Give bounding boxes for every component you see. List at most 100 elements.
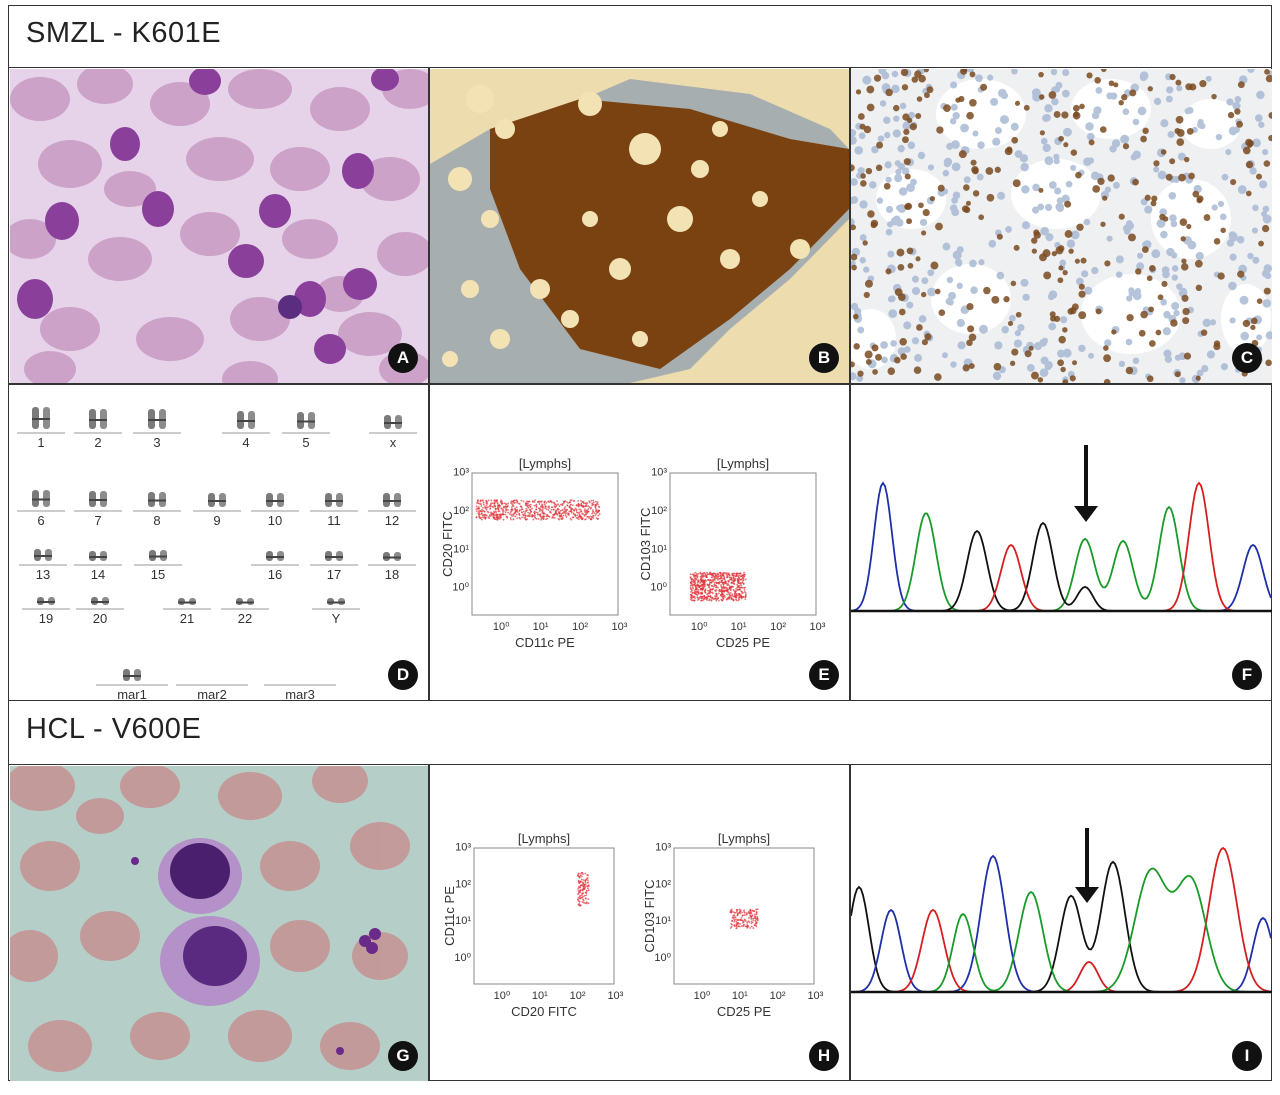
chromosome-label: 7 [94, 513, 101, 528]
chromosome-label: 22 [238, 611, 252, 626]
flow-cytometry-plots: [Lymphs] CD20 FITC CD11c PE 10⁰ 10⁰ 10¹ 10¹ 10²… [442, 831, 824, 1019]
y-tick-label: 10⁰ [454, 952, 471, 964]
panel-letter-badge: G [388, 1041, 418, 1071]
chromosome-label: 12 [385, 513, 399, 528]
x-axis-label: CD11c PE [515, 635, 575, 650]
y-tick-label: 10⁰ [452, 582, 469, 594]
panel-b-marrow-biopsy: B [430, 69, 849, 383]
divider [8, 383, 1272, 385]
y-tick-label: 10⁰ [654, 952, 671, 964]
chromosome-label: 10 [268, 513, 282, 528]
y-axis-label: CD103 FITC [642, 880, 657, 953]
flow-plot: [Lymphs] CD11c PE CD20 FITC 10⁰ 10⁰ 10¹ 10¹ 10²… [440, 456, 628, 650]
x-tick-label: 10² [572, 621, 588, 633]
x-axis-label: CD25 PE [716, 635, 771, 650]
y-tick-label: 10² [651, 505, 667, 517]
chromosome-label: 8 [153, 513, 160, 528]
y-tick-label: 10¹ [651, 543, 667, 555]
x-tick-label: 10² [570, 990, 586, 1002]
x-tick-label: 10³ [807, 990, 823, 1002]
x-tick-label: 10¹ [732, 990, 748, 1002]
chromosome-label: 9 [213, 513, 220, 528]
x-axis-label: CD25 PE [717, 1004, 772, 1019]
x-tick-label: 10⁰ [694, 990, 711, 1002]
y-axis-label: CD103 FITC [638, 508, 653, 581]
chromosome-label: 16 [268, 567, 282, 582]
panel-i-chromatogram: I [851, 766, 1272, 1081]
panel-letter-badge: D [388, 660, 418, 690]
trace-red [851, 846, 1272, 993]
flow-cytometry-plots: [Lymphs] CD11c PE CD20 FITC 10⁰ 10⁰ 10¹ 10¹ 10²… [440, 456, 826, 650]
x-tick-label: 10³ [607, 990, 623, 1002]
panel-letter-badge: E [809, 660, 839, 690]
chromosome-label: x [390, 435, 397, 450]
y-tick-label: 10³ [455, 842, 471, 854]
panel-letter-badge: I [1232, 1041, 1262, 1071]
chromosome-label: mar2 [197, 687, 227, 700]
chromosome-label: 14 [91, 567, 105, 582]
gate-label: [Lymphs] [718, 831, 770, 846]
x-tick-label: 10⁰ [494, 990, 511, 1002]
y-tick-label: 10³ [651, 467, 667, 479]
chromosome-label: 4 [242, 435, 249, 450]
hairy-cell-smear-image [10, 766, 428, 1081]
y-tick-label: 10¹ [453, 543, 469, 555]
section-header-smzl: SMZL - K601E [8, 5, 1272, 68]
chromosome-label: 17 [327, 567, 341, 582]
x-tick-label: 10³ [810, 621, 826, 633]
y-tick-label: 10¹ [455, 915, 471, 927]
chromosome-label: 11 [327, 513, 341, 528]
chromosome-label: 5 [302, 435, 309, 450]
x-axis-label: CD20 FITC [511, 1004, 577, 1019]
y-tick-label: 10⁰ [650, 582, 667, 594]
y-tick-label: 10² [453, 505, 469, 517]
chromosome-label: mar3 [285, 687, 315, 700]
divider [428, 765, 430, 1081]
chromosome-label: 6 [37, 513, 44, 528]
chromosome-label: 20 [93, 611, 107, 626]
chromosome-label: 18 [385, 567, 399, 582]
y-axis-label: CD20 FITC [440, 511, 455, 577]
x-tick-label: 10¹ [532, 990, 548, 1002]
y-tick-label: 10¹ [655, 915, 671, 927]
chromosome-label: 13 [36, 567, 50, 582]
nuclear-stain-image [851, 69, 1272, 383]
chromosome-label: mar1 [117, 687, 147, 700]
panel-letter-badge: C [1232, 343, 1262, 373]
section-title: HCL - V600E [26, 713, 202, 745]
chromosome-label: 21 [180, 611, 194, 626]
panel-c-nuclear-stain: C [851, 69, 1272, 383]
x-tick-label: 10⁰ [691, 621, 708, 633]
panel-letter-badge: B [809, 343, 839, 373]
gate-label: [Lymphs] [717, 456, 769, 471]
divider [849, 765, 851, 1081]
section-header-hcl: HCL - V600E [8, 700, 1272, 765]
panel-g-hairy-cell-smear: G [10, 766, 428, 1081]
chromosome-label: 1 [37, 435, 44, 450]
sequencing-chromatogram [851, 445, 1272, 613]
x-tick-label: 10² [770, 990, 786, 1002]
chromosome-label: Y [332, 611, 341, 626]
x-tick-label: 10⁰ [493, 621, 510, 633]
y-tick-label: 10² [655, 878, 671, 890]
y-axis-label: CD11c PE [442, 886, 457, 946]
chromosome-label: 3 [153, 435, 160, 450]
gate-label: [Lymphs] [518, 831, 570, 846]
panel-h-flow-cytometry: [Lymphs] CD20 FITC CD11c PE 10⁰ 10⁰ 10¹ 10¹ 10²… [430, 766, 849, 1081]
flow-plot: [Lymphs] CD20 FITC CD11c PE 10⁰ 10⁰ 10¹ 10¹ 10²… [442, 831, 624, 1019]
y-tick-label: 10³ [453, 467, 469, 479]
marrow-biopsy-image [430, 69, 849, 383]
panel-letter-badge: H [809, 1041, 839, 1071]
figure-frame [8, 5, 1272, 1081]
x-tick-label: 10³ [612, 621, 628, 633]
panel-letter-badge: F [1232, 660, 1262, 690]
panel-f-chromatogram: F [851, 385, 1272, 700]
x-tick-label: 10² [770, 621, 786, 633]
chromosome-label: 19 [39, 611, 53, 626]
x-tick-label: 10¹ [731, 621, 747, 633]
panel-letter-badge: A [388, 343, 418, 373]
